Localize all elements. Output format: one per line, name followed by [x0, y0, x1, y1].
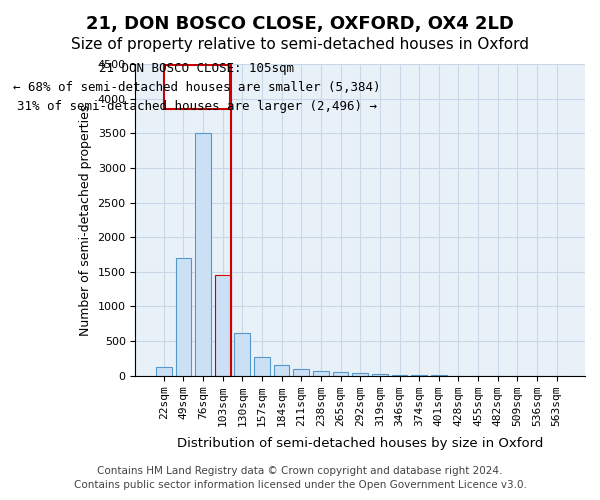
Text: Contains HM Land Registry data © Crown copyright and database right 2024.
Contai: Contains HM Land Registry data © Crown c… — [74, 466, 526, 490]
Bar — [235, 332, 250, 376]
X-axis label: Distribution of semi-detached houses by size in Oxford: Distribution of semi-detached houses by … — [177, 437, 544, 450]
Bar — [215, 275, 230, 376]
Text: 21 DON BOSCO CLOSE: 105sqm
← 68% of semi-detached houses are smaller (5,384)
31%: 21 DON BOSCO CLOSE: 105sqm ← 68% of semi… — [13, 62, 380, 112]
FancyBboxPatch shape — [164, 66, 230, 109]
Bar — [372, 374, 388, 376]
Bar — [156, 368, 172, 376]
Bar — [392, 375, 407, 376]
Y-axis label: Number of semi-detached properties: Number of semi-detached properties — [79, 104, 92, 336]
Bar — [254, 357, 270, 376]
Bar — [274, 366, 289, 376]
Bar — [313, 371, 329, 376]
Bar — [195, 134, 211, 376]
Bar — [333, 372, 349, 376]
Bar — [293, 370, 309, 376]
Bar — [176, 258, 191, 376]
Text: Size of property relative to semi-detached houses in Oxford: Size of property relative to semi-detach… — [71, 38, 529, 52]
Text: 21, DON BOSCO CLOSE, OXFORD, OX4 2LD: 21, DON BOSCO CLOSE, OXFORD, OX4 2LD — [86, 15, 514, 33]
Bar — [352, 373, 368, 376]
